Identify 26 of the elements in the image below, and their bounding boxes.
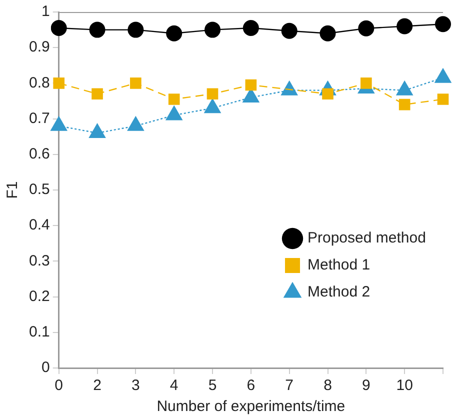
x-tick-label: 2	[93, 377, 102, 394]
x-axis-title: Number of experiments/time	[156, 398, 346, 416]
x-tick-label: 0	[54, 377, 64, 394]
y-tick-label: 0.3	[28, 252, 50, 270]
y-tick-label: 0.1	[28, 324, 50, 341]
y-tick-label: 0	[42, 359, 50, 376]
legend-label: Method 2	[308, 284, 370, 301]
y-tick-label: 0.9	[28, 38, 50, 56]
x-tick-label: 9	[362, 377, 370, 394]
y-tick-label: 0.7	[28, 110, 50, 127]
y-axis-title: F1	[4, 181, 22, 199]
legend-label: Method 1	[308, 256, 370, 274]
y-tick-label: 0.4	[28, 216, 50, 234]
x-tick-label: 5	[208, 377, 217, 394]
y-tick-label: 0.6	[28, 146, 50, 163]
legend-label: Proposed method	[308, 230, 426, 247]
y-tick-label: 1	[42, 3, 50, 20]
y-tick-label: 0.5	[28, 181, 50, 198]
x-tick-label: 4	[170, 377, 178, 394]
x-tick-label: 8	[324, 377, 332, 394]
x-tick-label: 6	[246, 377, 256, 394]
y-tick-label: 0.2	[28, 288, 50, 305]
x-tick-label: 7	[285, 377, 294, 394]
x-tick-label: 10	[396, 377, 413, 394]
x-tick-label: 3	[132, 377, 140, 394]
y-tick-label: 0.8	[28, 74, 50, 92]
